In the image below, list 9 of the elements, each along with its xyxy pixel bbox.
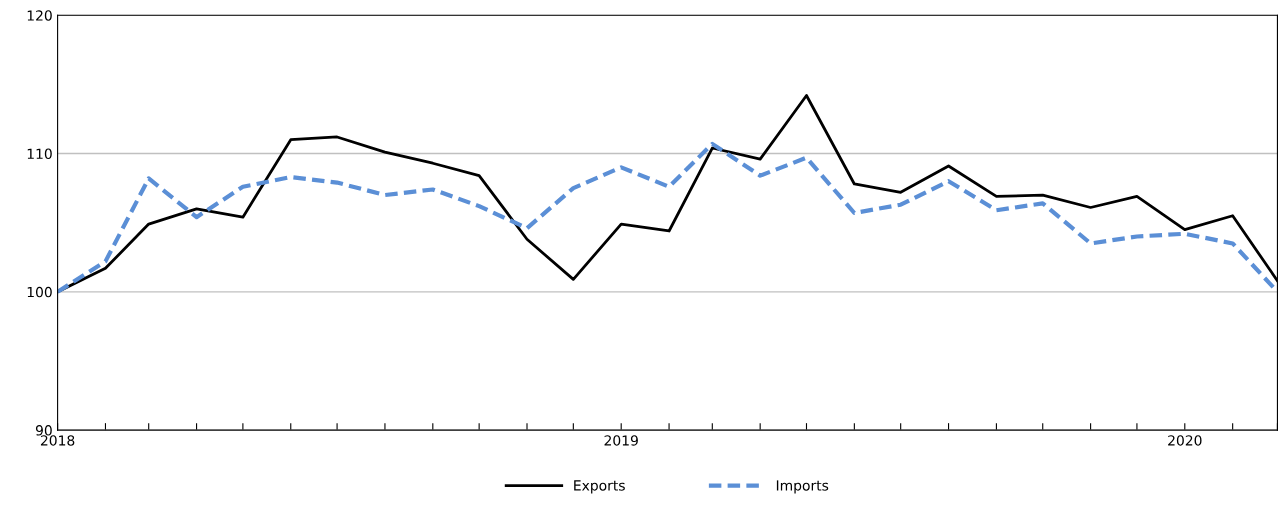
x-tick-label: 2020 (1168, 435, 1202, 446)
x-tick-label: 2018 (40, 435, 75, 446)
y-tick-label: 120 (27, 10, 52, 21)
y-tick-label: 90 (35, 425, 52, 436)
legend-label: Imports (776, 480, 829, 494)
y-tick-label: 110 (27, 148, 52, 160)
legend-label: Exports (574, 480, 625, 494)
x-tick-label: 2019 (604, 435, 638, 446)
y-tick-label: 100 (27, 286, 52, 298)
